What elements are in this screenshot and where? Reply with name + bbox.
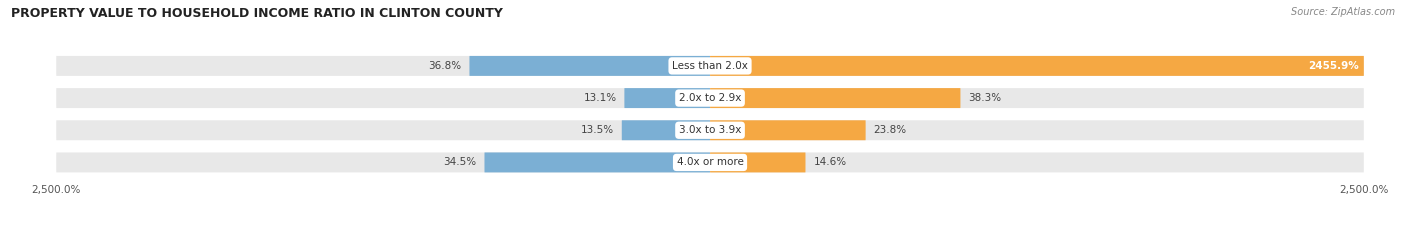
FancyBboxPatch shape (624, 88, 710, 108)
Text: 14.6%: 14.6% (813, 158, 846, 168)
Text: 36.8%: 36.8% (429, 61, 461, 71)
FancyBboxPatch shape (56, 88, 1364, 108)
FancyBboxPatch shape (710, 56, 1364, 76)
Text: 4.0x or more: 4.0x or more (676, 158, 744, 168)
Text: 2455.9%: 2455.9% (1308, 61, 1358, 71)
Text: 13.5%: 13.5% (581, 125, 614, 135)
Text: 3.0x to 3.9x: 3.0x to 3.9x (679, 125, 741, 135)
Text: Less than 2.0x: Less than 2.0x (672, 61, 748, 71)
FancyBboxPatch shape (710, 120, 866, 140)
FancyBboxPatch shape (56, 120, 1364, 140)
Text: 38.3%: 38.3% (969, 93, 1001, 103)
FancyBboxPatch shape (710, 152, 806, 172)
Text: PROPERTY VALUE TO HOUSEHOLD INCOME RATIO IN CLINTON COUNTY: PROPERTY VALUE TO HOUSEHOLD INCOME RATIO… (11, 7, 503, 20)
Text: 2.0x to 2.9x: 2.0x to 2.9x (679, 93, 741, 103)
FancyBboxPatch shape (470, 56, 710, 76)
Text: 34.5%: 34.5% (443, 158, 477, 168)
Text: 23.8%: 23.8% (873, 125, 907, 135)
FancyBboxPatch shape (710, 88, 960, 108)
FancyBboxPatch shape (485, 152, 710, 172)
FancyBboxPatch shape (621, 120, 710, 140)
Text: Source: ZipAtlas.com: Source: ZipAtlas.com (1291, 7, 1395, 17)
Text: 13.1%: 13.1% (583, 93, 617, 103)
FancyBboxPatch shape (56, 152, 1364, 172)
FancyBboxPatch shape (56, 56, 1364, 76)
